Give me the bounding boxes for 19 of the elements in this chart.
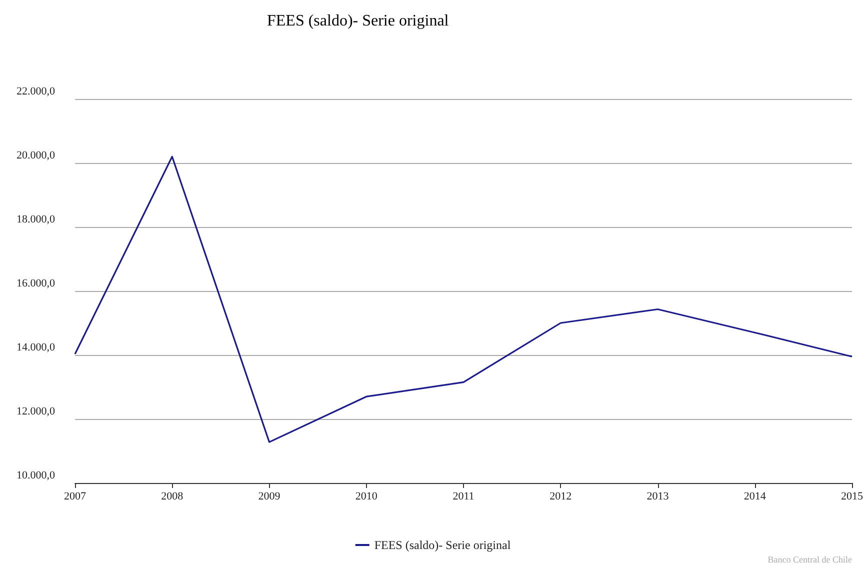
y-tick-label: 20.000,0 (16, 150, 56, 162)
legend-label: FEES (saldo)- Serie original (374, 538, 512, 552)
y-tick-label: 14.000,0 (16, 342, 56, 354)
x-tick-label: 2009 (258, 490, 281, 502)
y-tick-label: 22.000,0 (16, 86, 56, 98)
y-tick-label: 18.000,0 (16, 214, 56, 226)
y-tick-label: 12.000,0 (16, 406, 56, 418)
x-tick-label: 2012 (550, 490, 572, 502)
x-tick-label: 2010 (355, 490, 378, 502)
text: Banco Central de Chile (768, 554, 852, 564)
y-tick-label: 10.000,0 (16, 470, 56, 482)
y-tick-label: 16.000,0 (16, 278, 56, 290)
x-tick-label: 2008 (161, 490, 184, 502)
x-tick-label: 2015 (841, 490, 864, 502)
chart-title: FEES (saldo)- Serie original (267, 12, 450, 30)
x-tick-label: 2014 (744, 490, 766, 502)
x-tick-label: 2011 (452, 490, 474, 502)
x-tick-label: 2013 (646, 490, 670, 502)
x-tick-label: 2007 (64, 490, 86, 502)
